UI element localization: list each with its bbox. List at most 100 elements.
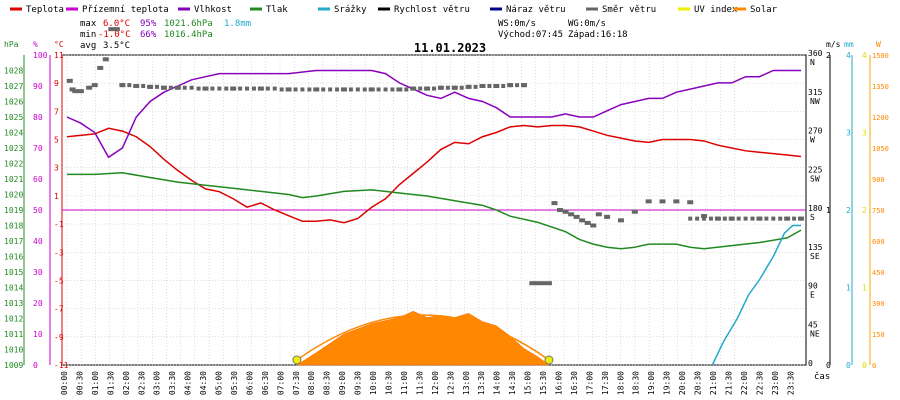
info-sunrise: Východ:07:45 bbox=[498, 30, 563, 40]
wind-direction-point bbox=[645, 199, 652, 204]
wind-direction-point bbox=[459, 85, 464, 90]
tick-label-temperature: 3 bbox=[54, 164, 59, 173]
stat-max-hum: 95% bbox=[140, 19, 157, 29]
tick-label-rain: 2 bbox=[846, 206, 851, 215]
tick-label-wind-speed: 1 bbox=[826, 206, 831, 215]
stat-avg-label: avg bbox=[80, 41, 96, 51]
tick-label-temperature: 11 bbox=[54, 51, 64, 60]
tick-label-uv: 4 bbox=[862, 51, 867, 60]
x-tick-label: 10:00 bbox=[369, 371, 378, 395]
tick-label-humidity: 80 bbox=[33, 113, 43, 122]
x-tick-label: 01:00 bbox=[91, 371, 100, 395]
tick-label-wind-direction: 180 bbox=[808, 204, 823, 213]
stat-min-temp: -1.0°C bbox=[98, 30, 131, 40]
sunrise-marker bbox=[292, 355, 302, 365]
wind-direction-point bbox=[175, 85, 180, 90]
x-tick-label: 03:30 bbox=[168, 371, 177, 395]
wind-direction-point bbox=[341, 87, 346, 92]
wind-direction-point bbox=[702, 216, 707, 221]
wind-direction-point bbox=[134, 84, 139, 88]
tick-label-pressure: 1027 bbox=[4, 82, 23, 91]
wind-direction-point bbox=[522, 83, 527, 88]
legend-label: Tlak bbox=[266, 5, 288, 15]
unit-label-temperature: °C bbox=[54, 40, 64, 49]
wind-direction-point bbox=[168, 85, 173, 90]
plot-area bbox=[62, 27, 806, 366]
tick-label-pressure: 1024 bbox=[4, 129, 23, 138]
wind-direction-point bbox=[141, 84, 146, 88]
unit-label-humidity: % bbox=[33, 40, 38, 49]
tick-label-pressure: 1021 bbox=[4, 175, 23, 184]
wind-direction-point bbox=[155, 84, 160, 89]
tick-label-humidity: 70 bbox=[33, 144, 43, 153]
x-tick-label: 20:00 bbox=[678, 371, 687, 395]
x-tick-label: 17:30 bbox=[601, 371, 610, 395]
x-tick-label: 15:30 bbox=[539, 371, 548, 395]
x-tick-label: 18:30 bbox=[632, 371, 641, 395]
unit-label-pressure: hPa bbox=[4, 40, 19, 49]
wind-direction-point bbox=[573, 214, 580, 219]
tick-label-humidity: 0 bbox=[33, 361, 38, 370]
wind-direction-point bbox=[425, 86, 430, 91]
tick-label-solar: 750 bbox=[872, 207, 885, 215]
x-tick-label: 06:30 bbox=[261, 371, 270, 395]
series-line-Tlak bbox=[67, 172, 802, 250]
tick-label-pressure: 1009 bbox=[4, 361, 23, 370]
wind-direction-point bbox=[161, 85, 166, 90]
wind-direction-point bbox=[750, 216, 755, 221]
x-axis: 00:00 00:30 01:00 01:30 02:00 02:30 03:00 03:30… bbox=[60, 371, 830, 395]
legend-label: Solar bbox=[750, 5, 778, 15]
wind-direction-point bbox=[515, 83, 520, 88]
wind-direction-point bbox=[113, 27, 120, 32]
tick-label-temperature: 7 bbox=[54, 107, 59, 116]
sun-curve bbox=[296, 314, 550, 361]
x-tick-label: 02:30 bbox=[137, 371, 146, 395]
tick-label-uv: 3 bbox=[862, 129, 867, 138]
tick-label-temperature: 1 bbox=[54, 192, 59, 201]
wind-direction-point bbox=[66, 78, 73, 83]
wind-direction-point bbox=[102, 57, 109, 62]
stat-min-pres: 1016.4hPa bbox=[164, 30, 213, 40]
solar-area bbox=[296, 310, 550, 366]
tick-label-humidity: 20 bbox=[33, 299, 43, 308]
tick-label-rain: 3 bbox=[846, 129, 851, 138]
tick-label-pressure: 1022 bbox=[4, 160, 23, 169]
tick-label-solar: 1350 bbox=[872, 83, 889, 91]
wind-direction-point bbox=[551, 201, 558, 206]
tick-label-wind-direction-name: N bbox=[810, 58, 815, 67]
series-line-Vlhkost bbox=[66, 69, 801, 159]
wind-direction-point bbox=[617, 218, 624, 223]
wind-direction-point bbox=[757, 216, 762, 221]
x-tick-label: 22:00 bbox=[740, 371, 749, 395]
info-wg: WG:0m/s bbox=[568, 19, 606, 29]
wind-direction-point bbox=[224, 86, 229, 91]
chart-title: 11.01.2023 bbox=[414, 41, 486, 55]
wind-direction-point bbox=[445, 85, 450, 90]
legend-label: Rychlost větru bbox=[394, 5, 470, 15]
x-tick-label: 23:30 bbox=[786, 371, 795, 395]
tick-label-wind-direction: 360 bbox=[808, 49, 823, 58]
tick-label-solar: 0 bbox=[872, 362, 876, 370]
wind-direction-point bbox=[604, 214, 611, 219]
tick-label-humidity: 90 bbox=[33, 82, 43, 91]
tick-label-humidity: 10 bbox=[33, 330, 43, 339]
tick-label-solar: 300 bbox=[872, 300, 885, 308]
x-tick-label: 17:00 bbox=[585, 371, 594, 395]
wind-direction-point bbox=[279, 87, 284, 92]
stat-max-temp: 6.0°C bbox=[103, 19, 130, 29]
tick-label-solar: 450 bbox=[872, 269, 885, 277]
tick-label-humidity: 30 bbox=[33, 268, 43, 277]
wind-direction-point bbox=[736, 216, 741, 221]
tick-label-solar: 900 bbox=[872, 176, 885, 184]
sun-wind-info: WS:0m/s WG:0m/s Východ:07:45 Západ:16:18 bbox=[498, 19, 628, 40]
wind-direction-point bbox=[722, 216, 727, 221]
tick-label-humidity: 100 bbox=[33, 51, 48, 60]
tick-label-wind-speed: 0 bbox=[826, 361, 831, 370]
tick-label-uv: 1 bbox=[862, 284, 867, 293]
tick-label-solar: 1500 bbox=[872, 52, 889, 60]
wind-direction-point bbox=[743, 216, 748, 221]
wind-direction-point bbox=[272, 86, 277, 91]
tick-label-wind-direction: 45 bbox=[808, 320, 818, 329]
wind-direction-point bbox=[265, 86, 270, 91]
x-tick-label: 00:30 bbox=[75, 371, 84, 395]
